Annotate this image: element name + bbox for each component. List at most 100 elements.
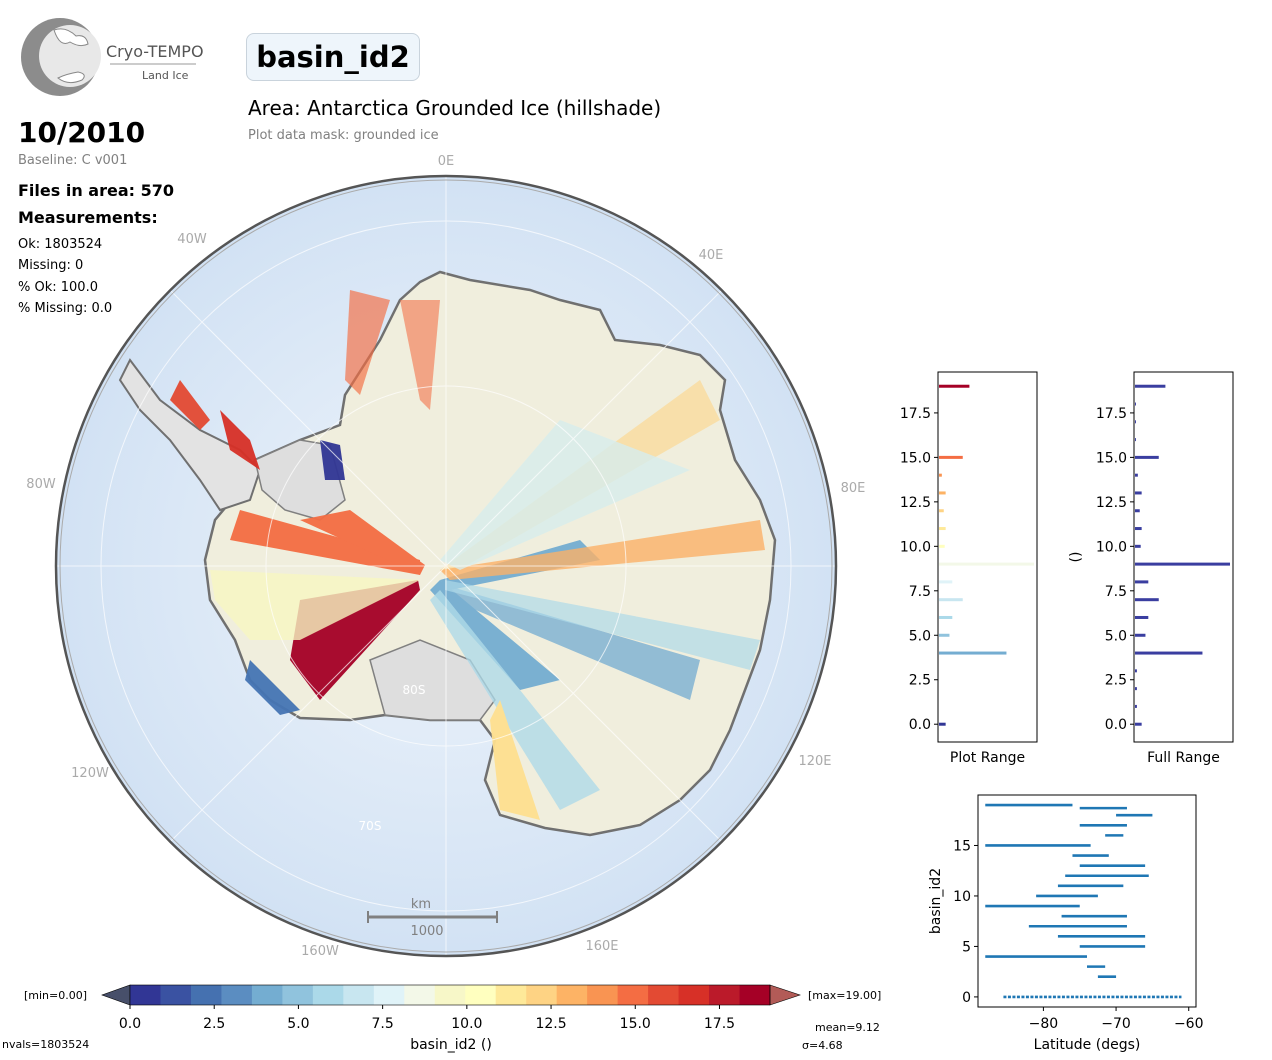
y-tick-label: 0.0 (1105, 717, 1127, 733)
files-count: Files in area: 570 (18, 181, 174, 200)
mask-text: Plot data mask: grounded ice (248, 128, 439, 143)
histogram-bar (1135, 633, 1146, 637)
y-tick-label: 2.5 (909, 673, 931, 689)
map-boundary (54, 174, 838, 958)
histogram-bar (1135, 562, 1230, 566)
logo-name: Cryo-TEMPO (106, 42, 203, 61)
histogram-bar (939, 580, 953, 584)
colorbar-tick-label: 12.5 (535, 1016, 566, 1032)
y-tick-label: 5.0 (1105, 628, 1127, 644)
histogram-bar (1135, 473, 1138, 477)
y-tick-label: 5 (962, 939, 971, 955)
colorbar-tick-label: 10.0 (451, 1016, 482, 1032)
x-tick-label: −80 (1029, 1016, 1059, 1032)
histogram-bar (939, 633, 950, 637)
x-tick-label: −60 (1174, 1016, 1204, 1032)
histogram-bar (939, 473, 942, 477)
y-tick-label: 10 (953, 889, 971, 905)
percent-ok: % Ok: 100.0 (18, 280, 98, 295)
colorbar-swatch (495, 985, 527, 1005)
histogram-bar (1135, 598, 1159, 602)
histogram-bar (1135, 491, 1142, 495)
histogram-bar (939, 722, 946, 726)
nvals-label: nvals=1803524 (2, 1038, 89, 1051)
area-title: Area: Antarctica Grounded Ice (hillshade… (248, 96, 662, 120)
y-tick-label: 10.0 (900, 539, 931, 555)
colorbar-swatch (526, 985, 558, 1005)
colorbar: [min=0.00] [max=19.00] 0.0 2.5 5.0 7.5 10.0 1… (2, 984, 881, 1053)
colorbar-max: [max=19.00] (808, 989, 881, 1002)
y-axis-label: basin_id2 (928, 868, 944, 934)
histogram-bar (1135, 384, 1166, 388)
histogram-bar (1135, 420, 1136, 424)
y-tick-label: 12.5 (900, 495, 931, 511)
histogram-bar (939, 615, 953, 619)
colorbar-swatch (251, 985, 283, 1005)
y-tick-label: 7.5 (1105, 584, 1127, 600)
colorbar-tick-label: 7.5 (371, 1016, 393, 1032)
axes-frame (937, 371, 1038, 743)
y-tick-label: 17.5 (1096, 406, 1127, 422)
colorbar-swatch (190, 985, 222, 1005)
colorbar-swatch (434, 985, 466, 1005)
histogram-bar (939, 651, 1007, 655)
colorbar-swatch (130, 985, 161, 1005)
colorbar-ticks: 0.0 2.5 5.0 7.5 10.0 12.5 15.0 17.5 (119, 1005, 735, 1032)
histogram-bar (1135, 722, 1142, 726)
parameter-title: basin_id2 (246, 33, 420, 81)
colorbar-swatches (101, 984, 801, 1006)
colorbar-min: [min=0.00] (24, 989, 87, 1002)
colorbar-swatch (343, 985, 375, 1005)
histogram-bar (939, 509, 944, 513)
histogram-bar (939, 384, 970, 388)
measurements-heading: Measurements: (18, 208, 158, 227)
date-label: 10/2010 (18, 116, 146, 149)
histogram-bar (1135, 615, 1149, 619)
x-tick-label: −70 (1101, 1016, 1131, 1032)
colorbar-frame (129, 984, 771, 1006)
cryo-tempo-logo: Cryo-TEMPO Land Ice (21, 18, 203, 96)
colorbar-swatch (739, 985, 771, 1005)
polar-map: 0E 40E 80E 120E 160E 160W 120W 80W 40W 8… (26, 154, 865, 959)
mean-label: mean=9.12 (815, 1021, 880, 1034)
histogram-bar (1135, 509, 1140, 513)
colorbar-swatch (160, 985, 192, 1005)
colorbar-swatch (221, 985, 253, 1005)
histogram-bar (1135, 544, 1141, 548)
basin-colour-tracks (170, 290, 765, 820)
histogram-bar (939, 562, 1034, 566)
colorbar-tick-label: 2.5 (203, 1016, 225, 1032)
colorbar-tick-label: 17.5 (704, 1016, 735, 1032)
histogram-bar (1135, 651, 1203, 655)
histogram-bar (1135, 455, 1159, 459)
colorbar-swatch (556, 985, 588, 1005)
histogram-bar (939, 544, 945, 548)
axes-frame (1133, 371, 1234, 743)
missing-count: Missing: 0 (18, 258, 84, 273)
peninsula (118, 358, 262, 512)
y-tick-label: 2.5 (1105, 673, 1127, 689)
ok-count: Ok: 1803524 (18, 237, 103, 252)
colorbar-swatch (465, 985, 497, 1005)
colorbar-swatch (648, 985, 680, 1005)
histogram-bar (1135, 402, 1136, 406)
x-axis-label: Full Range (1147, 750, 1220, 766)
histogram-bar (1135, 669, 1137, 673)
y-tick-label: 15.0 (1096, 450, 1127, 466)
colorbar-swatch (617, 985, 649, 1005)
colorbar-swatch (678, 985, 710, 1005)
axes-frame (977, 794, 1197, 1008)
lon-label: 80W (26, 477, 56, 492)
y-tick-label: 5.0 (909, 628, 931, 644)
colorbar-swatch (404, 985, 436, 1005)
lon-label: 160E (585, 939, 618, 954)
x-axis-label: Plot Range (950, 750, 1025, 766)
longitude-labels: 0E 40E 80E 120E 160E 160W 120W 80W 40W (26, 154, 865, 959)
colorbar-swatch (587, 985, 619, 1005)
y-axis-label: () (1068, 552, 1084, 563)
colorbar-tick-label: 0.0 (119, 1016, 141, 1032)
histogram-bar (939, 527, 946, 531)
full-range-histogram: 0.0 2.5 5.0 7.5 10.0 12.5 15.0 17.5 Full Range () (1068, 371, 1234, 766)
y-tick-label: 0.0 (909, 717, 931, 733)
y-tick-label: 15.0 (900, 450, 931, 466)
